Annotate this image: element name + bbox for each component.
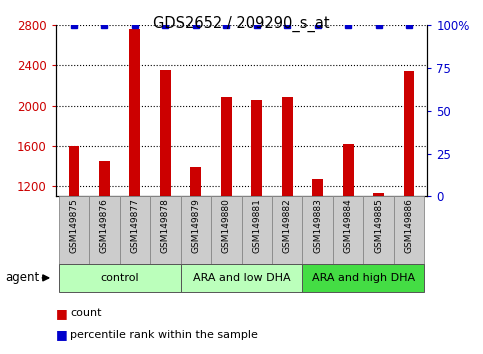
Text: ■: ■ — [56, 328, 67, 341]
Text: GSM149883: GSM149883 — [313, 199, 322, 253]
Text: ARA and low DHA: ARA and low DHA — [193, 273, 290, 283]
Bar — [58, 264, 181, 292]
Bar — [394, 196, 425, 264]
Bar — [120, 196, 150, 264]
Bar — [181, 196, 211, 264]
Bar — [252, 99, 262, 308]
Text: agent: agent — [5, 272, 39, 284]
Bar — [333, 196, 363, 264]
Text: GSM149880: GSM149880 — [222, 199, 231, 253]
Text: GSM149882: GSM149882 — [283, 199, 292, 253]
Bar — [89, 196, 120, 264]
Bar — [343, 144, 354, 308]
Bar — [302, 264, 425, 292]
Text: GSM149876: GSM149876 — [100, 199, 109, 253]
Text: ■: ■ — [56, 307, 67, 320]
Bar — [363, 196, 394, 264]
Text: GSM149881: GSM149881 — [252, 199, 261, 253]
Bar — [242, 196, 272, 264]
Text: GSM149879: GSM149879 — [191, 199, 200, 253]
Bar — [99, 161, 110, 308]
Text: GSM149877: GSM149877 — [130, 199, 139, 253]
Text: control: control — [100, 273, 139, 283]
Bar — [373, 193, 384, 308]
Bar — [129, 29, 140, 308]
Text: GSM149884: GSM149884 — [344, 199, 353, 253]
Bar — [58, 196, 89, 264]
Bar — [221, 97, 231, 308]
Bar — [160, 70, 170, 308]
Bar — [302, 196, 333, 264]
Text: GSM149886: GSM149886 — [405, 199, 413, 253]
Bar — [69, 146, 79, 308]
Bar — [181, 264, 302, 292]
Text: count: count — [70, 308, 101, 318]
Text: GDS2652 / 209290_s_at: GDS2652 / 209290_s_at — [153, 16, 330, 32]
Bar — [282, 97, 293, 308]
Bar — [211, 196, 242, 264]
Bar — [404, 71, 414, 308]
Text: ARA and high DHA: ARA and high DHA — [312, 273, 415, 283]
Text: GSM149878: GSM149878 — [161, 199, 170, 253]
Bar — [190, 167, 201, 308]
Bar — [313, 179, 323, 308]
Bar — [272, 196, 302, 264]
Text: GSM149875: GSM149875 — [70, 199, 78, 253]
Text: percentile rank within the sample: percentile rank within the sample — [70, 330, 258, 339]
Bar — [150, 196, 181, 264]
Text: GSM149885: GSM149885 — [374, 199, 383, 253]
